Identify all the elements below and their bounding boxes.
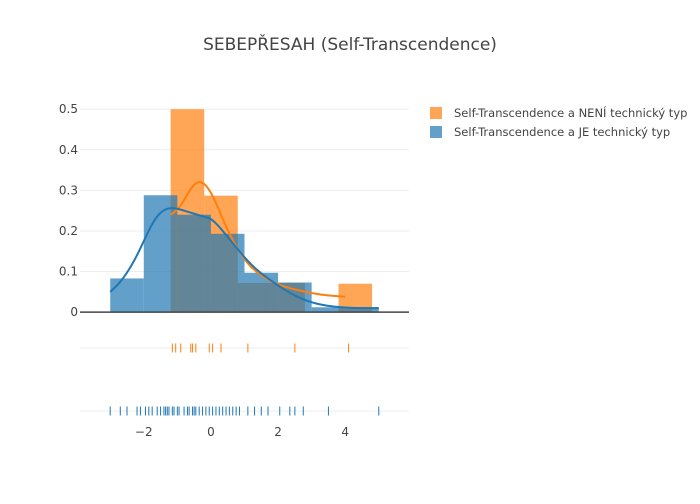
x-tick-label: 2 [274, 425, 282, 439]
legend-label: Self-Transcendence a JE technický typ [454, 125, 670, 139]
legend-swatch [430, 126, 442, 138]
histogram-bar [177, 214, 211, 313]
y-tick-label: 0.3 [59, 183, 78, 197]
histogram-bar [311, 307, 346, 313]
histogram-bar [345, 307, 379, 313]
density-curve [109, 207, 379, 310]
x-tick-label: 4 [341, 425, 349, 439]
chart-title: SEBEPŘESAH (Self-Transcendence) [203, 33, 497, 55]
legend[interactable]: Self-Transcendence a NENÍ technický typ S… [430, 105, 687, 139]
histogram-bar [210, 233, 245, 313]
histogram-bar [278, 282, 312, 313]
histogram-bar [244, 272, 279, 313]
rug-plots [109, 343, 380, 416]
x-tick-label: 0 [207, 425, 215, 439]
density-curves [109, 181, 379, 310]
legend-item[interactable]: Self-Transcendence a NENÍ technický typ [430, 105, 687, 120]
y-tick-label: 0.5 [59, 102, 78, 116]
histogram-bar [110, 278, 144, 313]
x-tick-label: −2 [135, 425, 153, 439]
axes: 0 0.1 0.2 0.3 0.4 0.5 −2 0 2 4 [59, 102, 409, 439]
legend-label: Self-Transcendence a NENÍ technický typ [454, 105, 687, 120]
y-tick-label: 0.1 [59, 265, 78, 279]
y-tick-label: 0.4 [59, 143, 78, 157]
legend-swatch [430, 107, 442, 119]
grid-lines [80, 108, 409, 412]
legend-item[interactable]: Self-Transcendence a JE technický typ [430, 125, 670, 139]
histogram-bars [110, 109, 379, 313]
y-tick-label: 0.2 [59, 224, 78, 238]
y-tick-label: 0 [70, 305, 78, 319]
